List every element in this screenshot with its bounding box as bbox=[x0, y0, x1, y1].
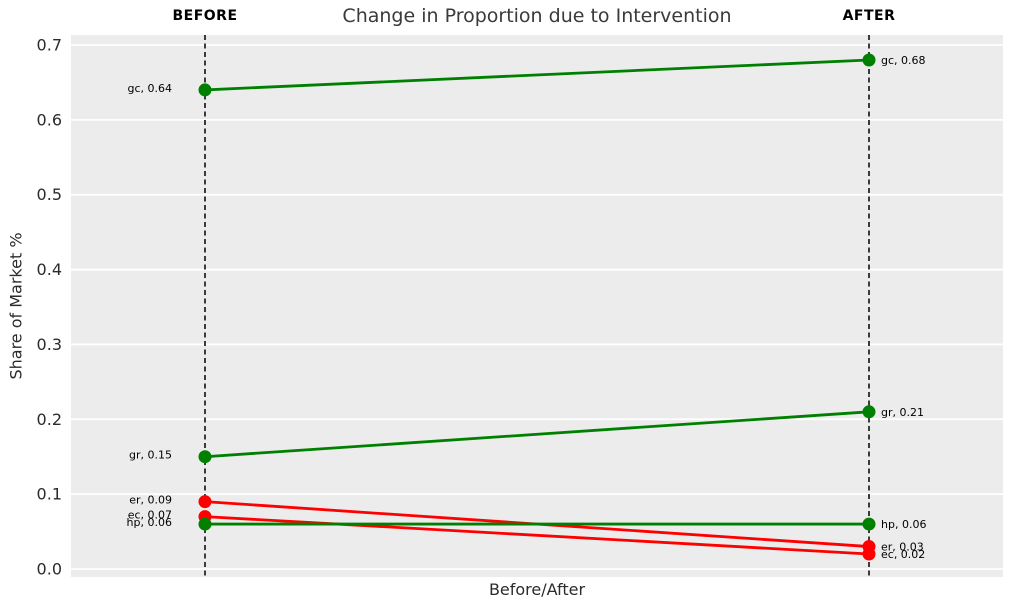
x-axis-label: Before/After bbox=[488, 580, 586, 599]
y-axis-label: Share of Market % bbox=[6, 232, 26, 380]
y-tick-label: 0.2 bbox=[37, 410, 62, 429]
point-after-ec bbox=[862, 547, 876, 561]
series-line-gr bbox=[204, 410, 870, 459]
point-label-after-gc: gc, 0.68 bbox=[881, 54, 926, 67]
y-tick-label: 0.1 bbox=[37, 485, 62, 504]
y-tick-label: 0.6 bbox=[37, 110, 62, 129]
point-label-before-ec: ec, 0.07 bbox=[128, 509, 172, 522]
point-label-before-er: er, 0.09 bbox=[129, 494, 172, 507]
y-tick-label: 0.4 bbox=[37, 260, 62, 279]
point-label-before-hp: hp, 0.06 bbox=[127, 516, 172, 529]
plot-area bbox=[71, 35, 1003, 577]
point-before-hp bbox=[198, 517, 212, 531]
before-column-header: BEFORE bbox=[172, 8, 238, 24]
point-after-gr bbox=[862, 405, 876, 419]
point-after-hp bbox=[862, 517, 876, 531]
y-tick-label: 0.3 bbox=[37, 335, 62, 354]
point-label-after-er: er, 0.03 bbox=[881, 541, 924, 554]
point-label-before-gr: gr, 0.15 bbox=[129, 449, 172, 462]
point-label-after-hp: hp, 0.06 bbox=[881, 518, 926, 531]
y-tick-label: 0.0 bbox=[37, 560, 62, 579]
series-line-gc bbox=[204, 58, 870, 92]
point-before-gc bbox=[198, 83, 212, 97]
after-column-header: AFTER bbox=[842, 8, 896, 24]
point-after-gc bbox=[862, 53, 876, 67]
point-before-er bbox=[198, 495, 212, 509]
chart-title: Change in Proportion due to Intervention bbox=[342, 5, 732, 27]
y-tick-label: 0.7 bbox=[37, 36, 62, 55]
point-label-after-ec: ec, 0.02 bbox=[881, 548, 925, 561]
point-before-gr bbox=[198, 450, 212, 464]
point-label-after-gr: gr, 0.21 bbox=[881, 406, 924, 419]
point-label-before-gc: gc, 0.64 bbox=[127, 82, 172, 95]
y-tick-label: 0.5 bbox=[37, 185, 62, 204]
